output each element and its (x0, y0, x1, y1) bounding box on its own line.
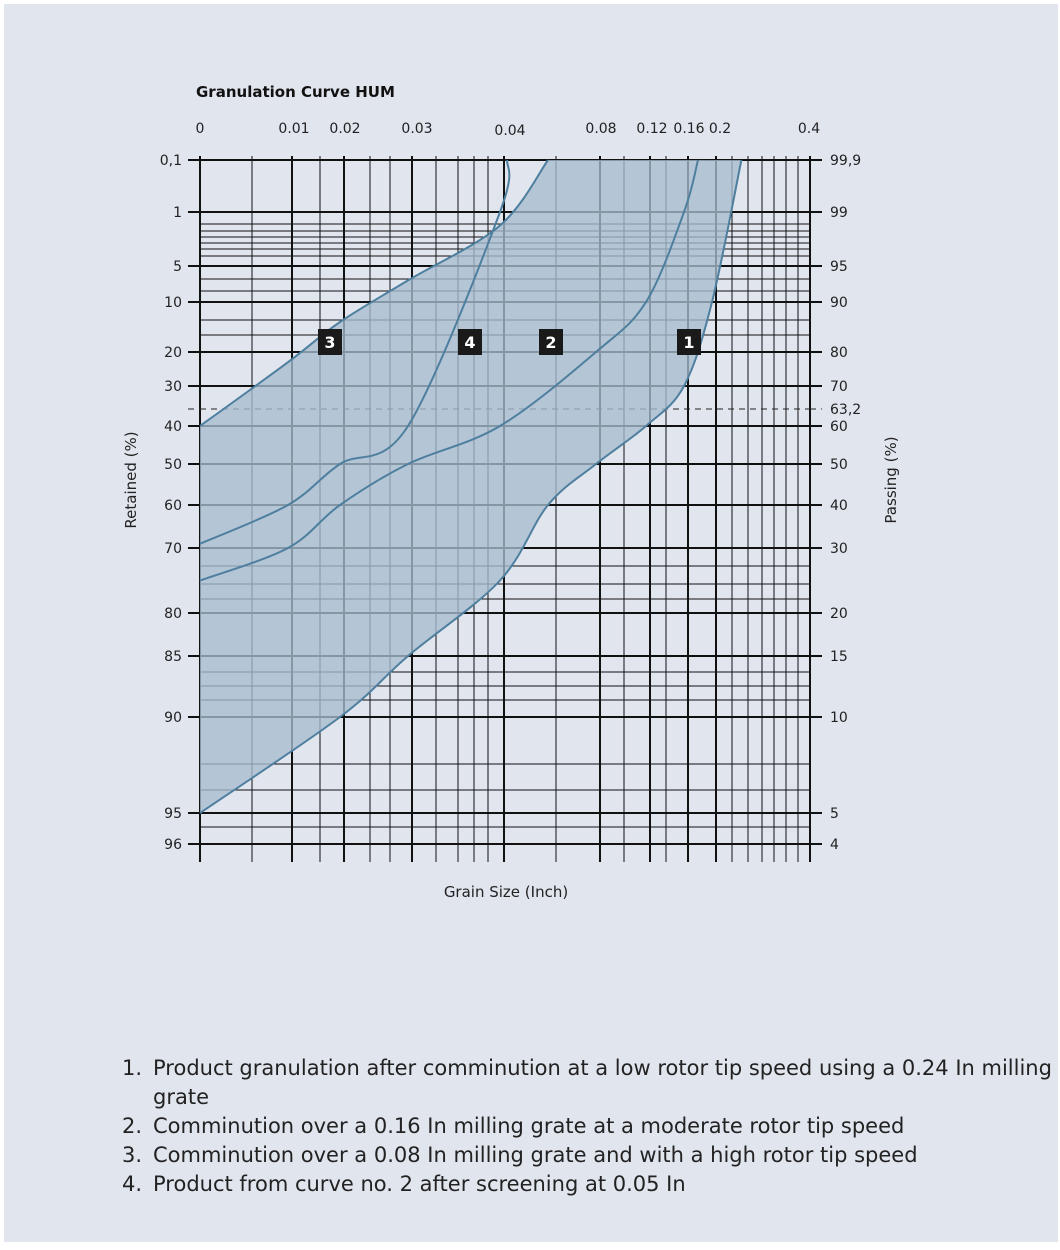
shaded-band (200, 160, 742, 813)
note-item-1: 1. Product granulation after comminution … (122, 1054, 1058, 1112)
curve-line-1 (199, 159, 743, 814)
curve-line-4 (199, 159, 511, 545)
curve-marker-label: 2 (545, 333, 556, 352)
chart-panel: Granulation Curve HUM 0 0.01 0.02 0.03 0.04 0… (4, 4, 1058, 1242)
y-tick-label-left: 90 (164, 710, 182, 726)
x-tick-label: 0.03 (401, 121, 432, 137)
curve-marker-label: 4 (464, 333, 475, 352)
curve-line-2 (199, 159, 699, 582)
y-tick-label-left: 96 (164, 837, 182, 853)
y-tick-label-left: 60 (164, 498, 182, 514)
y-axis-label-left: Retained (%) (122, 431, 140, 528)
y-tick-label-left: 70 (164, 541, 182, 557)
y-tick-label-left: 1 (173, 205, 182, 221)
y-tick-label-left: 95 (164, 806, 182, 822)
x-tick-label: 0 (196, 121, 205, 137)
note-text: Comminution over a 0.08 In milling grate… (153, 1143, 918, 1167)
note-number: 3. (122, 1143, 143, 1167)
curve-marker-label: 1 (683, 333, 694, 352)
y-tick-label-left: 10 (164, 295, 182, 311)
notes-list: 1. Product granulation after comminution … (122, 1054, 1058, 1199)
y-tick-label-left: 50 (164, 457, 182, 473)
y-tick-label-right: 99 (830, 205, 848, 221)
curve-marker-4 (458, 329, 482, 355)
curve-marker-3 (318, 329, 342, 355)
y-tick-label-left: 30 (164, 379, 182, 395)
y-tick-label-right: 20 (830, 606, 848, 622)
y-tick-label-right: 70 (830, 379, 848, 395)
curve-marker-2 (539, 329, 563, 355)
y-tick-label-right: 10 (830, 710, 848, 726)
note-number: 2. (122, 1114, 143, 1138)
y-tick-label-left: 85 (164, 649, 182, 665)
x-tick-label: 0.08 (585, 121, 616, 137)
y-tick-label-right: 40 (830, 498, 848, 514)
y-tick-label-right: 50 (830, 457, 848, 473)
y-tick-label-right: 15 (830, 649, 848, 665)
note-item-2: 2. Comminution over a 0.16 In milling gra… (122, 1112, 1058, 1141)
y-axis-label-right: Passing (%) (882, 436, 900, 523)
note-item-3: 3. Comminution over a 0.08 In milling gra… (122, 1141, 1058, 1170)
y-tick-label-right: 4 (830, 837, 839, 853)
y-tick-label-right: 80 (830, 345, 848, 361)
note-number: 4. (122, 1172, 143, 1196)
chart-title: Granulation Curve HUM (196, 83, 395, 101)
y-tick-label-right: 30 (830, 541, 848, 557)
curve-marker-1 (677, 329, 701, 355)
note-text: Comminution over a 0.16 In milling grate… (153, 1114, 905, 1138)
curve-marker-label: 3 (324, 333, 335, 352)
note-text: Product from curve no. 2 after screening… (153, 1172, 686, 1196)
x-tick-label: 0.12 (636, 121, 667, 137)
y-tick-label-right: 63,2 (830, 402, 861, 418)
y-tick-label-left: 0,1 (160, 153, 182, 169)
y-tick-label-left: 5 (173, 259, 182, 275)
x-tick-label: 0.01 (278, 121, 309, 137)
note-text: Product granulation after comminution at… (153, 1056, 1052, 1109)
granulation-chart: Granulation Curve HUM 0 0.01 0.02 0.03 0.04 0… (122, 83, 900, 901)
y-tick-label-right: 60 (830, 419, 848, 435)
curve-line-3 (199, 159, 549, 427)
y-tick-label-left: 20 (164, 345, 182, 361)
x-tick-label: 0.04 (494, 123, 525, 139)
y-tick-label-right: 99,9 (830, 153, 861, 169)
x-tick-label: 0.4 (798, 121, 820, 137)
x-tick-label: 0.16 (673, 121, 704, 137)
y-tick-label-right: 5 (830, 806, 839, 822)
x-tick-label: 0.02 (329, 121, 360, 137)
y-tick-label-right: 95 (830, 259, 848, 275)
y-tick-label-right: 90 (830, 295, 848, 311)
x-tick-label: 0.2 (709, 121, 731, 137)
y-tick-label-left: 40 (164, 419, 182, 435)
y-tick-label-left: 80 (164, 606, 182, 622)
note-item-4: 4. Product from curve no. 2 after screeni… (122, 1170, 1058, 1199)
note-number: 1. (122, 1056, 143, 1080)
x-axis-label: Grain Size (Inch) (444, 883, 568, 901)
